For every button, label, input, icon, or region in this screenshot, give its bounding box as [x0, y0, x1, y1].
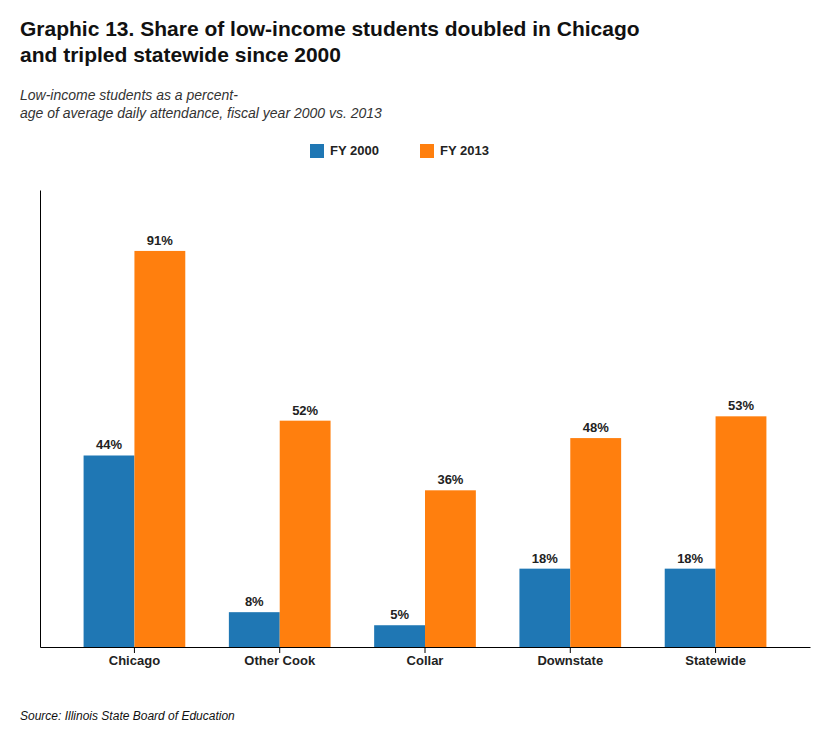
text-line: Graphic 13. Share of low-income students… — [20, 17, 640, 40]
bar — [665, 569, 716, 647]
bars — [84, 251, 767, 647]
chart: Graphic 13. Share of low-income students… — [0, 0, 840, 742]
x-tick: Downstate — [537, 647, 603, 668]
text-line: and tripled statewide since 2000 — [20, 43, 341, 66]
data-label: 18% — [677, 551, 703, 566]
x-tick: Other Cook — [244, 647, 316, 668]
annotation: Source: Illinois State Board of Educatio… — [20, 709, 235, 723]
x-axis: Chicago Other Cook Collar Downstate Statewid… — [41, 647, 811, 668]
data-label: 44% — [96, 437, 122, 452]
bar — [374, 625, 425, 647]
data-label: 36% — [437, 472, 463, 487]
x-tick: Statewide — [685, 647, 746, 668]
x-tick-mark — [715, 647, 716, 653]
bar — [716, 416, 767, 647]
data-label: 5% — [390, 607, 409, 622]
x-tick: Collar — [407, 647, 444, 668]
legend-item: FY 2000 — [310, 143, 379, 158]
bar — [134, 251, 185, 647]
bar — [519, 569, 570, 647]
data-label: 52% — [292, 403, 318, 418]
x-tick-label: Downstate — [537, 653, 603, 668]
legend-item: FY 2013 — [420, 143, 489, 158]
x-tick-mark — [279, 647, 280, 653]
data-labels: 44% 8% 5% 18% 18% 91% 52% 36% 48% 53% — [96, 233, 754, 622]
legend: FY 2000 FY 2013 — [310, 143, 489, 158]
bar — [425, 490, 476, 647]
data-label: 48% — [583, 420, 609, 435]
x-tick-label: Collar — [407, 653, 444, 668]
title: Graphic 13. Share of low-income students… — [20, 17, 640, 66]
legend-label: FY 2013 — [440, 143, 489, 158]
x-tick-mark — [425, 647, 426, 653]
bar — [229, 612, 280, 647]
data-label: 18% — [532, 551, 558, 566]
x-tick-label: Chicago — [109, 653, 160, 668]
x-tick-mark — [134, 647, 135, 653]
x-tick-mark — [570, 647, 571, 653]
x-tick-label: Statewide — [685, 653, 746, 668]
subtitle: Low-income students as a percent-age of … — [20, 87, 382, 121]
text-line: Low-income students as a percent- — [20, 87, 238, 103]
y-axis — [40, 191, 41, 648]
bar — [84, 455, 135, 647]
bar — [280, 421, 331, 647]
legend-label: FY 2000 — [330, 143, 379, 158]
data-label: 53% — [728, 398, 754, 413]
bar — [570, 438, 621, 647]
data-label: 8% — [245, 594, 264, 609]
text-line: age of average daily attendance, fiscal … — [20, 105, 382, 121]
y-axis-line — [40, 191, 41, 648]
plot: 44% 8% 5% 18% 18% 91% 52% 36% 48% 53% Chicago Other… — [41, 191, 811, 669]
x-tick-label: Other Cook — [244, 653, 316, 668]
data-label: 91% — [147, 233, 173, 248]
legend-swatch — [420, 144, 434, 158]
x-tick: Chicago — [109, 647, 160, 668]
legend-swatch — [310, 144, 324, 158]
